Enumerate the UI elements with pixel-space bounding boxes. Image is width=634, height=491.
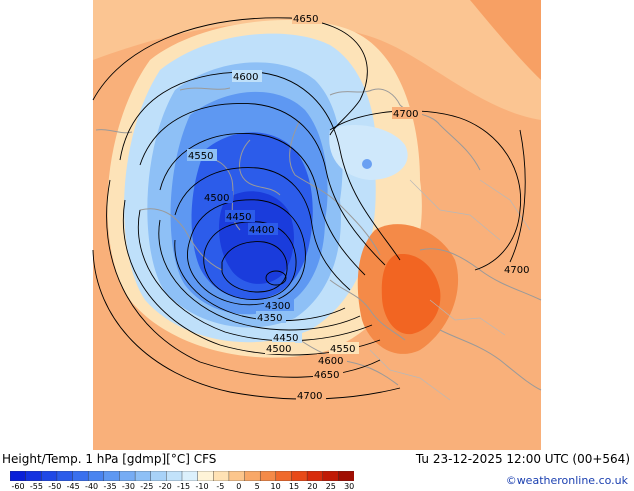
colorbar-swatch: [291, 471, 308, 481]
contour-label: 4400: [249, 225, 274, 236]
colorbar-swatch: [338, 471, 354, 481]
contour-4400: [187, 199, 306, 306]
colorbar-tick-label: 25: [325, 482, 336, 491]
colorbar-swatch: [306, 471, 324, 481]
colorbar-swatch: [259, 471, 277, 481]
valid-time: Tu 23-12-2025 12:00 UTC (00+564): [415, 452, 630, 466]
colorbar-swatch: [103, 471, 120, 481]
contour-label: 4550: [188, 151, 213, 162]
contour-label: 4650: [293, 14, 318, 25]
colorbar-tick-label: -40: [85, 482, 99, 491]
contour-label: 4700: [393, 109, 418, 120]
contour-label: 4550: [330, 344, 355, 355]
contour-4600-north: [119, 71, 401, 261]
colorbar-swatch: [150, 471, 167, 481]
contour-label-group: 4650 4600 4700 4550 4500 4450 4400 4300 …: [187, 12, 533, 402]
colorbar-tick-label: -25: [140, 482, 154, 491]
contour-label: 4700: [504, 265, 529, 276]
colorbar-swatch: [322, 471, 339, 481]
colorbar-tick-label: -15: [177, 482, 191, 491]
colorbar-tick-label: 10: [270, 482, 281, 491]
colorbar-tick-label: 0: [236, 482, 242, 491]
contour-label: 4650: [314, 370, 339, 381]
map-title: Height/Temp. 1 hPa [gdmp][°C] CFS: [2, 452, 217, 466]
colorbar-swatch: [72, 471, 89, 481]
colorbar-swatch: [134, 471, 152, 481]
colorbar-swatch: [213, 471, 230, 481]
contour-4300: [221, 241, 288, 293]
contour-label: 4450: [226, 212, 251, 223]
contour-4500-south: [158, 219, 361, 331]
colorbar-tick-label: -35: [103, 482, 117, 491]
colorbar-swatch: [25, 471, 42, 481]
colorbar-tick-label: -30: [121, 482, 135, 491]
colorbar-swatch: [197, 471, 214, 481]
contour-label: 4700: [297, 391, 322, 402]
contour-4550-north: [139, 103, 386, 266]
contour-4700-south: [92, 249, 401, 400]
map-canvas: 4650 4600 4700 4550 4500 4450 4400 4300 …: [92, 0, 542, 450]
contour-4550-south: [137, 209, 373, 342]
vortex-east-patch: [329, 125, 408, 180]
contour-label: 4600: [233, 72, 258, 83]
colorbar-swatch: [244, 471, 261, 481]
contour-label: 4450: [273, 333, 298, 344]
colorbar-tick-label: -55: [29, 482, 43, 491]
weather-map: 4650 4600 4700 4550 4500 4450 4400 4300 …: [92, 0, 542, 450]
colorbar-swatch: [87, 471, 105, 481]
colorbar-tick-label: 5: [254, 482, 260, 491]
field-band-north: [93, 0, 541, 120]
colorbar: [10, 471, 354, 481]
contour-4700-east: [329, 110, 522, 271]
contour-4650-north: [92, 17, 368, 136]
colorbar-swatch: [228, 471, 246, 481]
colorbar-swatch: [181, 471, 199, 481]
colorbar-tick-label: -45: [66, 482, 80, 491]
credit-link[interactable]: ©weatheronline.co.uk: [505, 474, 628, 487]
contour-label: 4600: [318, 356, 343, 367]
field-edge-northeast: [470, 0, 541, 80]
contour-label: 4300: [265, 301, 290, 312]
contour-low-center: [265, 270, 287, 286]
vortex-east-spot: [362, 159, 372, 169]
colorbar-tick-label: -20: [158, 482, 172, 491]
colorbar-tick-label: 30: [344, 482, 355, 491]
contour-4450-north: [174, 167, 351, 291]
colorbar-tick-label: 15: [288, 482, 300, 491]
colorbar-tick-label: -10: [195, 482, 209, 491]
colorbar-tick-label: -50: [48, 482, 62, 491]
colorbar-tick-label: -60: [11, 482, 25, 491]
colorbar-swatch: [10, 471, 27, 481]
contour-label: 4500: [204, 193, 229, 204]
colorbar-swatch: [41, 471, 58, 481]
contour-label: 4350: [257, 313, 282, 324]
contour-4700-fareast: [509, 129, 526, 263]
colorbar-swatch: [56, 471, 74, 481]
warm-anomaly-core: [381, 254, 441, 335]
colorbar-swatch: [275, 471, 292, 481]
map-footer: Height/Temp. 1 hPa [gdmp][°C] CFS Tu 23-…: [0, 450, 634, 491]
colorbar-swatch: [119, 471, 136, 481]
contour-label: 4500: [266, 344, 291, 355]
colorbar-tick-label: 20: [307, 482, 318, 491]
height-contours: [92, 17, 526, 400]
colorbar-tick-label: -5: [216, 482, 225, 491]
contour-4450-south: [174, 239, 346, 322]
colorbar-swatch: [166, 471, 183, 481]
contour-4500-north: [159, 133, 366, 276]
